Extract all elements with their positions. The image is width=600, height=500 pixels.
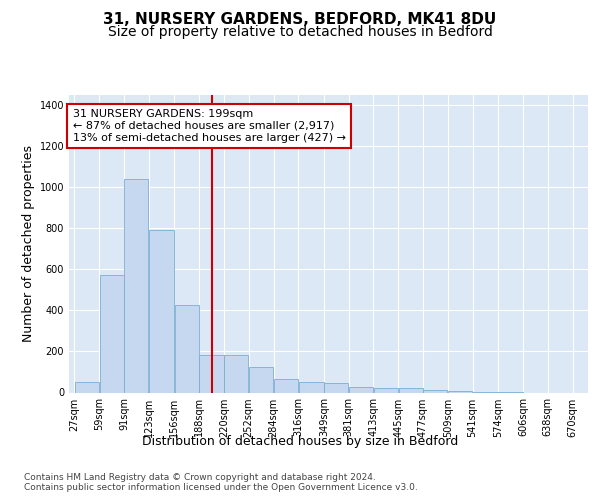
Text: Distribution of detached houses by size in Bedford: Distribution of detached houses by size … <box>142 435 458 448</box>
Text: Contains HM Land Registry data © Crown copyright and database right 2024.: Contains HM Land Registry data © Crown c… <box>24 472 376 482</box>
Bar <box>149 230 174 392</box>
Bar <box>374 388 398 392</box>
Text: 31 NURSERY GARDENS: 199sqm
← 87% of detached houses are smaller (2,917)
13% of s: 31 NURSERY GARDENS: 199sqm ← 87% of deta… <box>73 110 346 142</box>
Bar <box>324 383 349 392</box>
Bar <box>249 367 273 392</box>
Bar <box>100 274 124 392</box>
Bar <box>175 306 199 392</box>
Text: Size of property relative to detached houses in Bedford: Size of property relative to detached ho… <box>107 25 493 39</box>
Bar <box>224 355 248 393</box>
Bar <box>274 379 298 392</box>
Bar <box>124 179 148 392</box>
Bar <box>398 388 422 392</box>
Bar <box>75 382 99 392</box>
Bar <box>349 387 373 392</box>
Text: 31, NURSERY GARDENS, BEDFORD, MK41 8DU: 31, NURSERY GARDENS, BEDFORD, MK41 8DU <box>103 12 497 28</box>
Y-axis label: Number of detached properties: Number of detached properties <box>22 145 35 342</box>
Bar <box>299 382 323 392</box>
Bar <box>199 354 224 393</box>
Text: Contains public sector information licensed under the Open Government Licence v3: Contains public sector information licen… <box>24 484 418 492</box>
Bar <box>424 390 448 392</box>
